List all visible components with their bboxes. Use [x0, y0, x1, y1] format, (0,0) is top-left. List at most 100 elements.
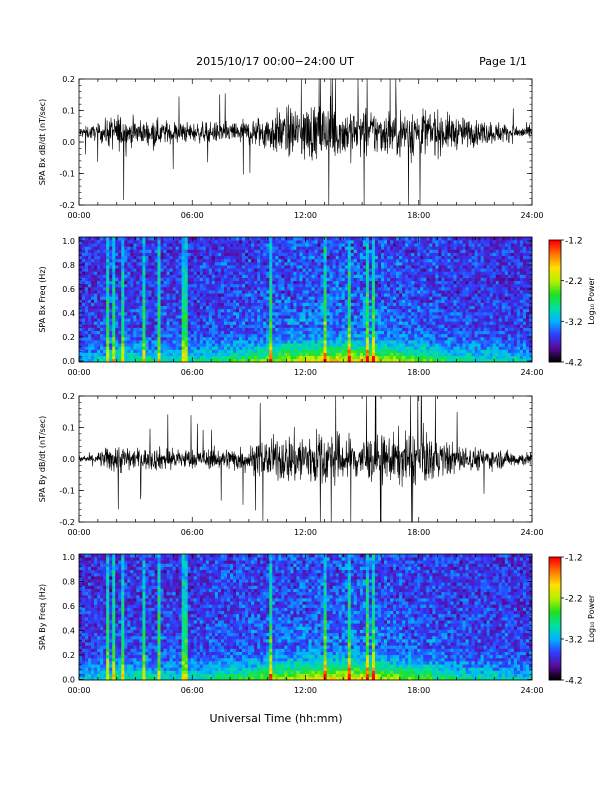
- spectrogram-cell: [374, 287, 379, 291]
- spectrogram-cell: [233, 283, 237, 288]
- spectrogram-cell: [208, 262, 213, 266]
- spectrogram-cell: [136, 337, 140, 341]
- spectrogram-cell: [374, 283, 379, 288]
- spectrogram-cell: [371, 358, 376, 363]
- spectrogram-cell: [399, 308, 403, 313]
- spectrogram-cell: [299, 268, 303, 272]
- spectrogram-cell: [166, 330, 170, 335]
- spectrogram-cell: [362, 355, 367, 360]
- spectrogram-cell: [97, 315, 101, 319]
- spectrogram-cell: [417, 302, 421, 307]
- spectrogram-cell: [272, 318, 276, 322]
- spectrogram-cell: [405, 352, 409, 357]
- spectrogram-cell: [130, 283, 134, 288]
- spectrogram-cell: [139, 315, 143, 319]
- spectrogram-cell: [435, 249, 439, 253]
- spectrogram-cell: [393, 249, 397, 253]
- spectrogram-cell: [202, 287, 207, 291]
- spectrogram-cell: [85, 327, 89, 332]
- spectrogram-cell: [390, 302, 394, 307]
- spectrogram-cell: [269, 340, 273, 344]
- spectrogram-cell: [103, 293, 107, 297]
- spectrogram-cell: [396, 327, 400, 332]
- spectrogram-cell: [257, 302, 261, 307]
- spectrogram-cell: [338, 283, 343, 288]
- spectrogram-cell: [293, 246, 297, 250]
- spectrogram-cell: [435, 262, 439, 266]
- spectrogram-cell: [124, 246, 128, 250]
- spectrogram-cell: [208, 355, 213, 360]
- spectrogram-cell: [341, 262, 346, 266]
- spectrogram-cell: [169, 252, 173, 257]
- spectrogram-cell: [115, 249, 119, 253]
- spectrogram-cell: [417, 268, 421, 272]
- spectrogram-cell: [136, 318, 140, 322]
- spectrogram-cell: [193, 308, 198, 313]
- spectrogram-cell: [236, 358, 240, 363]
- spectrogram-cell: [329, 337, 333, 341]
- spectrogram-cell: [151, 343, 155, 347]
- spectrogram-cell: [193, 324, 198, 328]
- spectrogram-cell: [115, 274, 119, 278]
- spectrogram-cell: [275, 299, 279, 303]
- spectrogram-cell: [420, 315, 424, 319]
- spectrogram-cell: [175, 290, 179, 294]
- spectrogram-cell: [124, 255, 128, 260]
- spectrogram-cell: [420, 337, 424, 341]
- spectrogram-cell: [296, 283, 300, 288]
- spectrogram-cell: [299, 287, 303, 291]
- spectrogram-cell: [236, 249, 240, 253]
- spectrogram-cell: [432, 355, 436, 360]
- spectrogram-cell: [396, 337, 400, 341]
- spectrogram-cell: [239, 318, 243, 322]
- spectrogram-cell: [326, 333, 330, 338]
- spectrogram-cell: [429, 237, 433, 241]
- spectrogram-cell: [350, 296, 355, 300]
- spectrogram-cell: [205, 249, 210, 253]
- spectrogram-cell: [356, 299, 361, 303]
- spectrogram-cell: [317, 283, 321, 288]
- spectrogram-cell: [211, 277, 216, 282]
- spectrogram-cell: [139, 274, 143, 278]
- spectrogram-cell: [396, 358, 400, 363]
- spectrogram-cell: [417, 296, 421, 300]
- spectrogram-cell: [269, 271, 273, 275]
- spectrogram-cell: [202, 312, 207, 316]
- spectrogram-cell: [88, 240, 92, 244]
- spectrogram-cell: [166, 268, 170, 272]
- spectrogram-cell: [220, 343, 225, 347]
- spectrogram-cell: [384, 330, 388, 335]
- spectrogram-cell: [94, 296, 98, 300]
- spectrogram-cell: [344, 243, 349, 247]
- spectrogram-cell: [381, 358, 385, 363]
- spectrogram-cell: [172, 262, 176, 266]
- spectrogram-cell: [251, 333, 255, 338]
- spectrogram-cell: [317, 293, 321, 297]
- spectrogram-cell: [139, 355, 143, 360]
- spectrogram-cell: [390, 237, 394, 241]
- spectrogram-cell: [181, 271, 185, 275]
- spectrogram-cell: [190, 299, 195, 303]
- spectrogram-cell: [133, 299, 137, 303]
- spectrogram-cell: [350, 271, 355, 275]
- spectrogram-cell: [299, 346, 303, 350]
- spectrogram-cell: [441, 287, 445, 291]
- spectrogram-cell: [163, 333, 167, 338]
- spectrogram-cell: [438, 302, 442, 307]
- spectrogram-cell: [106, 255, 110, 260]
- spectrogram-cell: [151, 302, 155, 307]
- spectrogram-cell: [97, 305, 101, 310]
- spectrogram-cell: [142, 312, 146, 316]
- spectrogram-cell: [199, 258, 204, 263]
- spectrogram-cell: [266, 349, 270, 353]
- spectrogram-cell: [181, 293, 185, 297]
- spectrogram-cell: [208, 296, 213, 300]
- spectrogram-cell: [320, 287, 324, 291]
- spectrogram-cell: [396, 249, 400, 253]
- spectrogram-cell: [420, 352, 424, 357]
- spectrogram-cell: [414, 308, 418, 313]
- spectrogram-cell: [254, 305, 258, 310]
- spectrogram-cell: [326, 299, 330, 303]
- spectrogram-cell: [396, 262, 400, 266]
- spectrogram-cell: [275, 271, 279, 275]
